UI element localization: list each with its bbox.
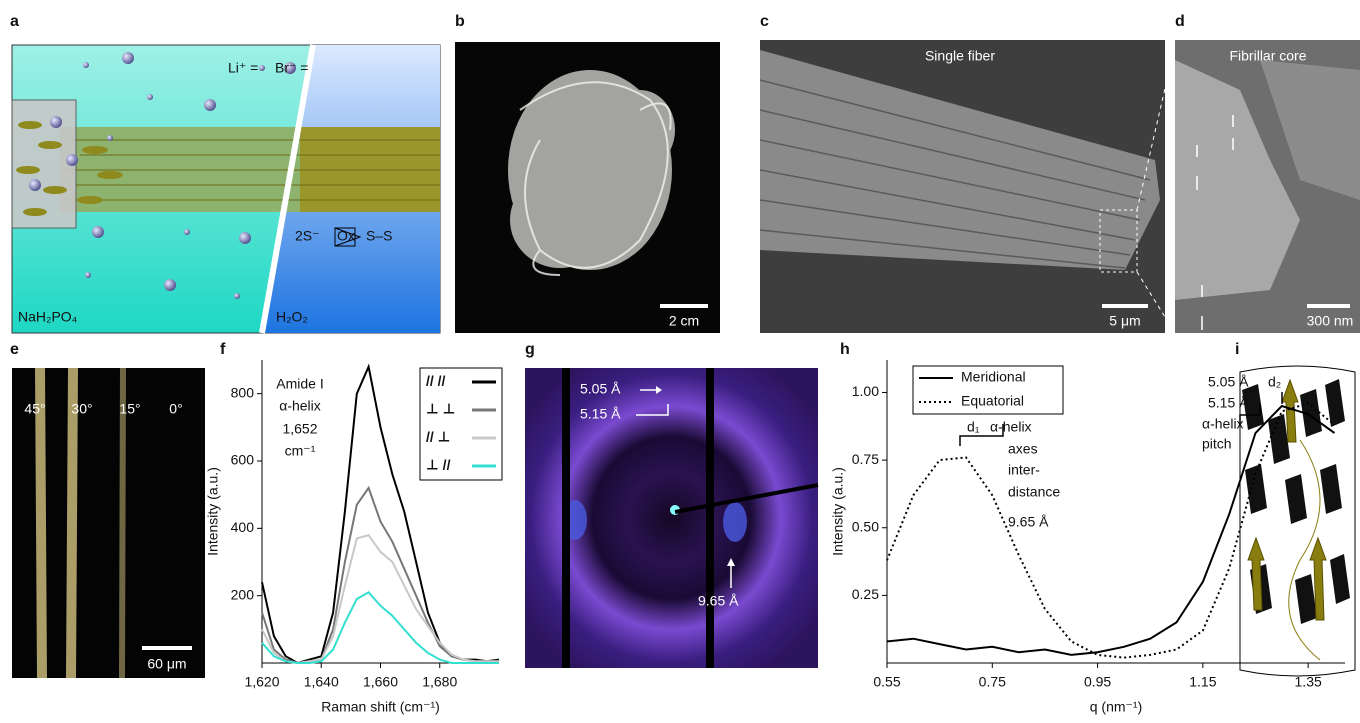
- panel-label: a: [10, 13, 19, 30]
- legend-label: // ⊥: [426, 429, 450, 445]
- reaction: S–S: [366, 228, 392, 244]
- series-line: [262, 488, 499, 663]
- x-tick-label: 0.55: [873, 674, 900, 690]
- y-tick-label: 0.50: [852, 518, 879, 534]
- panel-label: e: [10, 341, 19, 358]
- y-axis-label: Intensity (a.u.): [205, 467, 221, 556]
- ring-label: 5.05 Å: [580, 381, 621, 397]
- schematic-a: Li⁺ = Br⁻ = 2S⁻ Ox S–S NaH₂PO₄ H₂O₂: [12, 45, 440, 333]
- angle-label: 45°: [24, 401, 45, 417]
- legend-li: Li⁺ =: [228, 60, 258, 76]
- legend-label: ⊥ //: [426, 457, 451, 473]
- annotation: α-helix: [279, 398, 321, 414]
- series-line: [262, 535, 499, 663]
- annotation: α-helix: [1202, 416, 1244, 432]
- annotation: Amide I: [276, 376, 323, 392]
- annotation: cm⁻¹: [285, 443, 316, 459]
- panel-title: Single fiber: [925, 48, 995, 64]
- annotation: α-helix: [990, 419, 1032, 435]
- y-tick-label: 800: [231, 384, 255, 400]
- panel-label: b: [455, 13, 465, 30]
- x-tick-label: 1,680: [422, 674, 457, 690]
- legend-label: Meridional: [961, 369, 1026, 385]
- ring-label: 9.65 Å: [698, 593, 739, 609]
- y-tick-label: 1.00: [852, 383, 879, 399]
- panel-title: Fibrillar core: [1229, 48, 1306, 64]
- series-line: [262, 592, 499, 663]
- x-tick-label: 1.35: [1295, 674, 1322, 690]
- x-tick-label: 0.75: [979, 674, 1006, 690]
- y-tick-label: 600: [231, 452, 255, 468]
- panel-label: d: [1175, 13, 1185, 30]
- annotation: distance: [1008, 484, 1060, 500]
- angle-label: 15°: [119, 401, 140, 417]
- x-axis-label: Raman shift (cm⁻¹): [321, 699, 440, 715]
- reaction: Ox: [337, 228, 355, 244]
- x-tick-label: 1.15: [1189, 674, 1216, 690]
- micrograph-e: 45° 30° 15° 0° 60 μm: [12, 368, 205, 678]
- x-tick-label: 0.95: [1084, 674, 1111, 690]
- panel-label: g: [525, 341, 535, 358]
- annotation: axes: [1008, 441, 1038, 457]
- y-tick-label: 200: [231, 586, 255, 602]
- y-tick-label: 0.25: [852, 586, 879, 602]
- scale-label: 2 cm: [669, 313, 699, 329]
- annotation: 9.65 Å: [1008, 514, 1049, 530]
- x-axis-label: q (nm⁻¹): [1090, 699, 1143, 715]
- sem-d: Fibrillar core 300 nm: [1175, 40, 1360, 333]
- reaction: 2S⁻: [295, 228, 320, 244]
- annotation: 1,652: [282, 421, 317, 437]
- scale-label: 300 nm: [1307, 313, 1354, 329]
- annotation: d₁: [967, 419, 980, 435]
- x-tick-label: 1,620: [244, 674, 279, 690]
- y-axis-label: Intensity (a.u.): [830, 467, 846, 556]
- legend-br: Br⁻ =: [275, 60, 308, 76]
- solution-label: NaH₂PO₄: [18, 309, 78, 325]
- legend-label: Equatorial: [961, 393, 1024, 409]
- annotation: inter-: [1008, 462, 1040, 478]
- x-tick-label: 1,660: [363, 674, 398, 690]
- solution-label: H₂O₂: [276, 309, 308, 325]
- photo-b: 2 cm: [455, 42, 720, 333]
- sem-c: Single fiber 5 μm: [760, 40, 1175, 333]
- scale-label: 60 μm: [147, 656, 186, 672]
- annotation: d₂: [1268, 374, 1281, 390]
- annotation: 5.15 Å: [1208, 395, 1249, 411]
- annotation: 5.05 Å: [1208, 374, 1249, 390]
- panel-label: i: [1235, 341, 1239, 358]
- panel-label: f: [220, 341, 226, 358]
- y-tick-label: 0.75: [852, 451, 879, 467]
- annotation: pitch: [1202, 436, 1232, 452]
- angle-label: 0°: [169, 401, 182, 417]
- figure: a b c d e f g h i Li⁺ = Br⁻ = 2S⁻ Ox S–S…: [0, 0, 1360, 723]
- y-tick-label: 400: [231, 519, 255, 535]
- model-i: [1240, 366, 1355, 676]
- x-tick-label: 1,640: [304, 674, 339, 690]
- ring-label: 5.15 Å: [580, 406, 621, 422]
- panel-label: c: [760, 13, 769, 30]
- legend-label: // //: [426, 373, 446, 389]
- legend-label: ⊥ ⊥: [426, 401, 455, 417]
- diffraction-g: 5.05 Å 5.15 Å 9.65 Å: [525, 368, 818, 668]
- scale-label: 5 μm: [1109, 313, 1140, 329]
- angle-label: 30°: [71, 401, 92, 417]
- panel-label: h: [840, 341, 850, 358]
